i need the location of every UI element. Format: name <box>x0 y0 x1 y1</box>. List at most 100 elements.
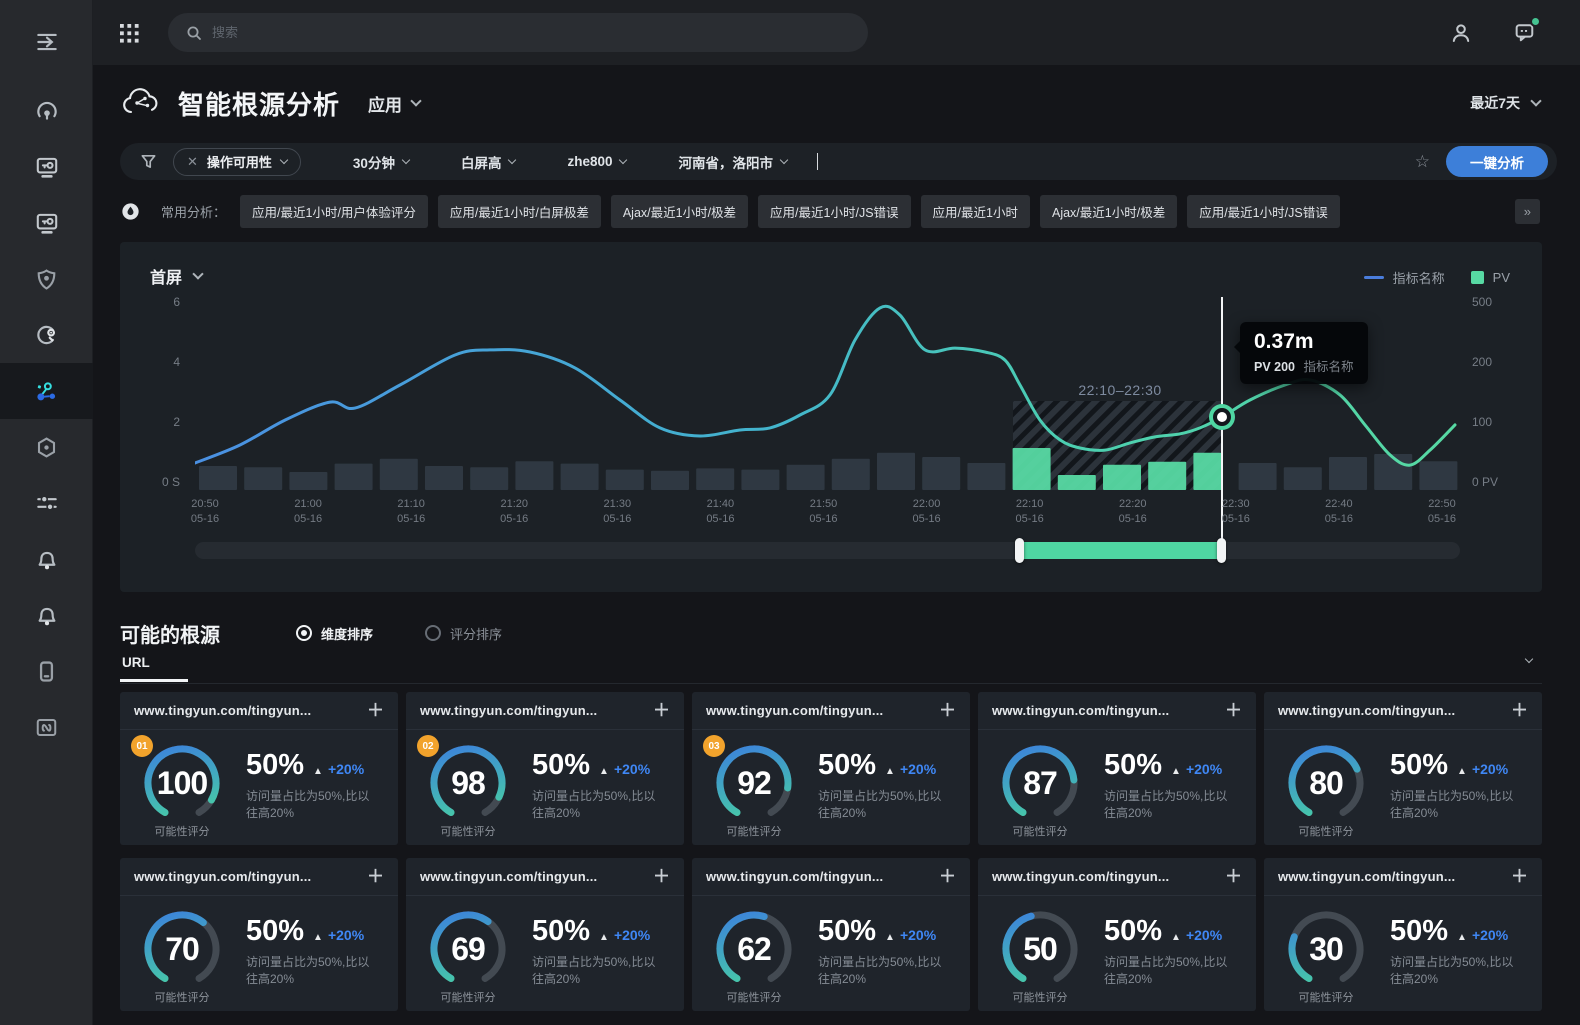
sidebar-item-profile-gear-icon[interactable] <box>0 307 93 363</box>
card-url[interactable]: www.tingyun.com/tingyun... <box>420 703 597 718</box>
messages-icon[interactable] <box>1513 20 1538 45</box>
sidebar-collapse-icon[interactable] <box>0 24 93 60</box>
sidebar-item-gauge-icon[interactable] <box>0 83 93 139</box>
score-gauge: 69 可能性评分 <box>420 904 516 1008</box>
quick-analysis-chip[interactable]: Ajax/最近1小时/极差 <box>611 195 748 228</box>
filter-select-app[interactable]: zhe800 <box>567 154 626 169</box>
root-cause-card: www.tingyun.com/tingyun... ＋ 01 100 可能性评… <box>120 692 398 845</box>
percent-value: 50% <box>1390 749 1448 782</box>
time-range-slider[interactable] <box>195 542 1460 559</box>
percent-value: 50% <box>818 749 876 782</box>
x-axis-tick: 21:1005-16 <box>379 497 443 527</box>
filter-select-region[interactable]: 河南省，洛阳市 <box>678 152 787 172</box>
metric-dropdown[interactable]: 首屏 <box>150 264 202 288</box>
card-url[interactable]: www.tingyun.com/tingyun... <box>134 869 311 884</box>
add-icon[interactable]: ＋ <box>939 868 956 885</box>
pv-bar <box>289 472 327 490</box>
tab-url[interactable]: URL <box>120 655 188 682</box>
favorite-star-icon[interactable]: ☆ <box>1415 152 1430 172</box>
sidebar-item-hexagon-icon[interactable] <box>0 419 93 475</box>
filter-tag-label: 操作可用性 <box>207 152 272 171</box>
data-point-marker[interactable] <box>1209 404 1235 430</box>
add-icon[interactable]: ＋ <box>367 702 384 719</box>
legend-item-line[interactable]: 指标名称 <box>1364 268 1445 287</box>
quick-analysis-chip[interactable]: 应用/最近1小时/用户体验评分 <box>240 195 428 228</box>
time-range-dropdown[interactable]: 最近7天 <box>1470 93 1540 113</box>
tooltip-pv: PV 200 <box>1254 360 1295 374</box>
score-gauge: 30 可能性评分 <box>1278 904 1374 1008</box>
card-url[interactable]: www.tingyun.com/tingyun... <box>706 869 883 884</box>
card-url[interactable]: www.tingyun.com/tingyun... <box>420 869 597 884</box>
add-icon[interactable]: ＋ <box>653 702 670 719</box>
quick-analysis-row: 常用分析： 应用/最近1小时/用户体验评分应用/最近1小时/白屏极差Ajax/最… <box>120 196 1540 226</box>
quick-analysis-chip[interactable]: 应用/最近1小时 <box>921 195 1030 228</box>
add-icon[interactable]: ＋ <box>1225 702 1242 719</box>
card-url[interactable]: www.tingyun.com/tingyun... <box>1278 869 1455 884</box>
one-click-analyze-button[interactable]: 一键分析 <box>1446 146 1548 177</box>
card-header: www.tingyun.com/tingyun... ＋ <box>1264 692 1542 730</box>
y-axis-label-left: 6 <box>138 295 180 309</box>
quick-analysis-chip[interactable]: 应用/最近1小时/白屏极差 <box>438 195 601 228</box>
filter-tag-availability[interactable]: ✕ 操作可用性 <box>173 148 301 176</box>
radio-dimension-sort[interactable]: 维度排序 <box>296 624 373 643</box>
slider-handle-right[interactable] <box>1217 538 1226 563</box>
add-icon[interactable]: ＋ <box>939 702 956 719</box>
pv-bar <box>832 459 870 490</box>
pv-bar <box>1103 465 1141 490</box>
sidebar-item-mobile-icon[interactable] <box>0 643 93 699</box>
slider-handle-left[interactable] <box>1015 538 1024 563</box>
card-url[interactable]: www.tingyun.com/tingyun... <box>134 703 311 718</box>
quick-analysis-chip[interactable]: 应用/最近1小时/JS错误 <box>758 195 911 228</box>
sidebar-item-bell-icon[interactable] <box>0 531 93 587</box>
sidebar-item-monitor-key-icon[interactable] <box>0 139 93 195</box>
app-logo-cloud-icon <box>120 86 162 120</box>
app-selector-dropdown[interactable]: 应用 <box>368 91 420 116</box>
filter-select-metric[interactable]: 白屏高 <box>461 152 516 172</box>
card-stats: 50% ▲ +20% 访问量占比为50%,比以往高20% <box>818 749 941 832</box>
remove-tag-icon[interactable]: ✕ <box>187 154 198 170</box>
radio-score-sort[interactable]: 评分排序 <box>425 624 502 643</box>
legend-line-swatch <box>1364 276 1384 279</box>
sidebar-item-monitor-key-icon[interactable] <box>0 195 93 251</box>
card-url[interactable]: www.tingyun.com/tingyun... <box>992 869 1169 884</box>
chevron-down-icon <box>508 155 516 163</box>
add-icon[interactable]: ＋ <box>1511 868 1528 885</box>
user-icon[interactable] <box>1449 21 1473 45</box>
score-value: 100 <box>134 765 230 802</box>
card-url[interactable]: www.tingyun.com/tingyun... <box>706 703 883 718</box>
add-icon[interactable]: ＋ <box>653 868 670 885</box>
filter-select-interval[interactable]: 30分钟 <box>353 152 409 172</box>
legend-item-pv[interactable]: PV <box>1471 270 1510 285</box>
sidebar-item-sliders-icon[interactable] <box>0 475 93 531</box>
filter-select-label: 30分钟 <box>353 152 395 172</box>
add-icon[interactable]: ＋ <box>1225 868 1242 885</box>
delta-value: +20% <box>614 761 650 777</box>
x-axis-tick: 21:4005-16 <box>688 497 752 527</box>
sidebar-item-root-cause-icon[interactable] <box>0 363 93 419</box>
score-gauge: 03 92 可能性评分 <box>706 738 802 842</box>
rank-badge: 02 <box>417 735 439 757</box>
y-axis-label-left: 4 <box>138 355 180 369</box>
chips-more-button[interactable]: » <box>1515 199 1540 224</box>
sidebar-item-browser-session-icon[interactable] <box>0 699 93 755</box>
quick-analysis-chip[interactable]: 应用/最近1小时/JS错误 <box>1187 195 1340 228</box>
percent-description: 访问量占比为50%,比以往高20% <box>1390 788 1513 822</box>
card-stats: 50% ▲ +20% 访问量占比为50%,比以往高20% <box>1104 749 1227 832</box>
pv-bar <box>696 468 734 490</box>
add-icon[interactable]: ＋ <box>1511 702 1528 719</box>
slider-selected-range[interactable] <box>1020 542 1222 559</box>
search-icon <box>186 25 202 41</box>
chevron-down-icon[interactable] <box>1525 655 1533 663</box>
percent-description: 访问量占比为50%,比以往高20% <box>1104 788 1227 822</box>
sidebar-item-shield-icon[interactable] <box>0 251 93 307</box>
apps-grid-icon[interactable] <box>120 24 139 43</box>
rank-badge: 01 <box>131 735 153 757</box>
chart-tooltip: 0.37m PV 200 指标名称 <box>1240 322 1368 384</box>
search-input[interactable] <box>212 25 812 40</box>
card-url[interactable]: www.tingyun.com/tingyun... <box>1278 703 1455 718</box>
card-url[interactable]: www.tingyun.com/tingyun... <box>992 703 1169 718</box>
sidebar-item-bell-icon[interactable] <box>0 587 93 643</box>
quick-analysis-chip[interactable]: Ajax/最近1小时/极差 <box>1040 195 1177 228</box>
add-icon[interactable]: ＋ <box>367 868 384 885</box>
delta-up-icon: ▲ <box>885 932 895 943</box>
